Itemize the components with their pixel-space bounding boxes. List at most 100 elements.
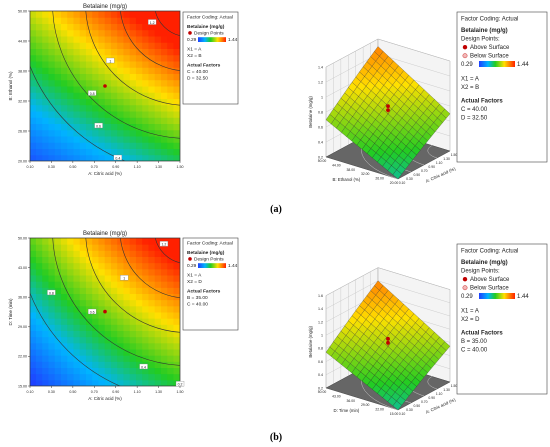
heat-cell <box>142 268 150 276</box>
heat-cell <box>142 23 150 31</box>
z-tick-label: 1.4 <box>318 65 323 69</box>
heat-cell <box>142 98 150 106</box>
heat-cell <box>60 104 68 112</box>
heat-cell <box>154 73 162 81</box>
heat-cell <box>117 29 125 37</box>
heat-cell <box>48 29 56 37</box>
heat-cell <box>54 238 62 245</box>
heat-cell <box>173 348 180 356</box>
heat-cell <box>73 238 81 245</box>
heat-cell <box>35 98 43 106</box>
heat-cell <box>135 330 143 338</box>
heat-cell <box>48 311 56 319</box>
heat-cell <box>148 305 156 313</box>
heat-cell <box>54 141 62 149</box>
color-bar <box>198 263 226 268</box>
heat-cell <box>48 35 56 43</box>
heat-cell <box>98 141 106 149</box>
heat-cell <box>148 367 156 375</box>
y-tick-label: 43.00 <box>18 266 27 270</box>
heat-cell <box>167 48 175 56</box>
heat-cell <box>67 342 75 350</box>
heat-cell <box>79 66 87 74</box>
heat-cell <box>85 98 93 106</box>
heat-cell <box>42 129 50 137</box>
heat-cell <box>110 287 118 294</box>
heat-cell <box>79 293 87 301</box>
heat-cell <box>123 91 131 99</box>
heat-cell <box>104 305 112 313</box>
heat-cell <box>110 305 118 313</box>
heat-cell <box>73 104 81 112</box>
x-tick-label: 1.50 <box>451 153 458 157</box>
heat-cell <box>135 104 143 112</box>
heat-cell <box>30 262 37 270</box>
heat-cell <box>42 135 50 143</box>
y-tick-label: 22.00 <box>18 355 27 359</box>
contour-label-box <box>106 57 115 64</box>
x-tick-label: 0.10 <box>399 412 406 416</box>
heat-cell <box>54 60 62 68</box>
x-tick-label: 0.90 <box>112 390 119 394</box>
heat-cell <box>60 311 68 319</box>
heat-cell <box>42 250 50 257</box>
heat-cell <box>85 317 93 325</box>
heat-cell <box>160 311 168 319</box>
heat-cell <box>67 135 75 143</box>
heat-cell <box>48 280 56 288</box>
heat-cell <box>154 299 162 307</box>
heat-cell <box>123 41 131 49</box>
heat-cell <box>110 135 118 143</box>
heat-cell <box>98 35 106 43</box>
heat-cell <box>142 262 150 270</box>
heat-cell <box>98 268 106 276</box>
heat-cell <box>167 299 175 307</box>
heat-cell <box>85 129 93 137</box>
heat-cell <box>173 299 180 307</box>
heat-cell <box>117 123 125 131</box>
heat-cell <box>142 141 150 149</box>
heat-cell <box>79 104 87 112</box>
x-tick-label: 0.90 <box>428 396 435 400</box>
heat-cell <box>142 35 150 43</box>
heat-cell <box>135 293 143 301</box>
heat-cell <box>104 373 112 381</box>
heat-cell <box>173 91 180 99</box>
heat-cell <box>110 238 118 245</box>
heat-cell <box>35 29 43 37</box>
heat-cell <box>135 29 143 37</box>
x-tick-label: 0.50 <box>414 173 421 177</box>
heat-cell <box>92 367 100 375</box>
heat-cell <box>135 348 143 356</box>
heat-cell <box>48 262 56 270</box>
z-tick-label: 0.8 <box>318 347 323 351</box>
heat-cell <box>79 154 87 161</box>
heat-cell <box>154 262 162 270</box>
heat-cell <box>48 98 56 106</box>
heat-cell <box>35 330 43 338</box>
heat-cell <box>30 250 37 257</box>
heat-cell <box>167 367 175 375</box>
heat-cell <box>42 361 50 368</box>
heat-cell <box>129 379 137 386</box>
heat-cell <box>135 342 143 350</box>
heat-cell <box>67 85 75 93</box>
heat-cell <box>48 85 56 93</box>
heat-cell <box>92 354 100 362</box>
heat-cell <box>135 91 143 99</box>
x-axis-label: A: Citric acid (%) <box>88 396 122 401</box>
heat-cell <box>117 148 125 156</box>
heat-cell <box>42 98 50 106</box>
heat-cell <box>73 154 81 161</box>
heat-cell <box>60 305 68 313</box>
y-axis-label: D: Time (min) <box>8 298 13 326</box>
heat-cell <box>67 324 75 331</box>
heat-cell <box>173 311 180 319</box>
heat-cell <box>54 154 62 161</box>
heat-cell <box>167 16 175 24</box>
heat-cell <box>48 16 56 24</box>
heat-cell <box>135 116 143 124</box>
heat-cell <box>42 311 50 319</box>
heat-cell <box>160 48 168 56</box>
